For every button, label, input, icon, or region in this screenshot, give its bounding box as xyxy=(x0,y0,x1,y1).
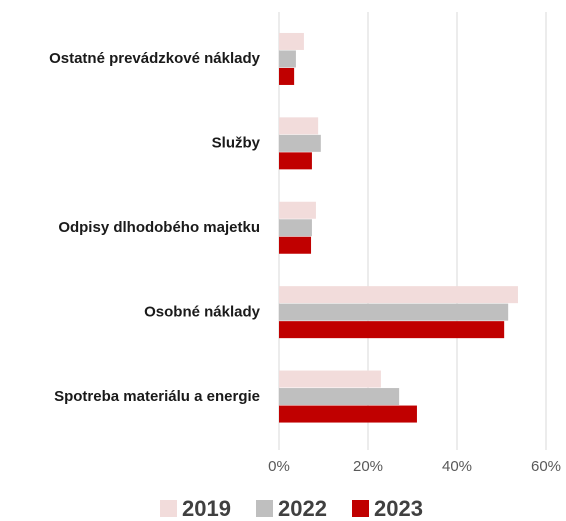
category-label: Služby xyxy=(212,135,261,152)
category-label: Osobné náklady xyxy=(144,303,261,320)
bar xyxy=(279,134,321,152)
bar xyxy=(279,67,295,85)
legend-key xyxy=(160,500,177,517)
x-tick-label: 40% xyxy=(442,458,472,475)
bar xyxy=(279,32,304,50)
bar xyxy=(279,117,319,135)
x-tick-label: 0% xyxy=(268,458,290,475)
legend-label: 2023 xyxy=(374,496,423,521)
bar xyxy=(279,50,296,68)
bar xyxy=(279,219,312,237)
bar xyxy=(279,388,400,406)
legend-label: 2022 xyxy=(278,496,327,521)
bar xyxy=(279,303,509,321)
bar xyxy=(279,321,505,339)
category-label: Odpisy dlhodobého majetku xyxy=(58,219,260,236)
bar xyxy=(279,286,518,304)
legend-label: 2019 xyxy=(182,496,231,521)
bar xyxy=(279,236,312,254)
x-tick-label: 20% xyxy=(353,458,383,475)
bar xyxy=(279,370,381,388)
bar xyxy=(279,405,417,423)
category-label: Spotreba materiálu a energie xyxy=(54,388,260,405)
bar xyxy=(279,201,316,219)
legend-key xyxy=(256,500,273,517)
bar xyxy=(279,152,312,170)
category-label: Ostatné prevádzkové náklady xyxy=(49,50,261,67)
x-tick-label: 60% xyxy=(531,458,561,475)
legend-key xyxy=(352,500,369,517)
